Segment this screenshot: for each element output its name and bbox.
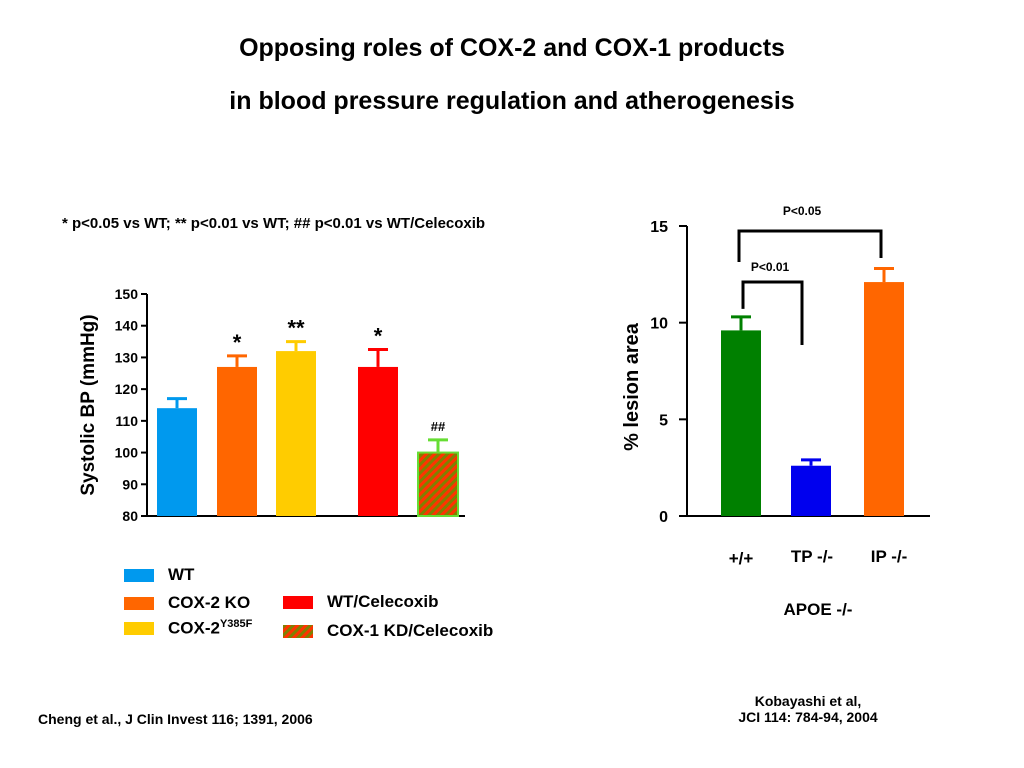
legend-label-cox2y-sup: Y385F [219, 618, 253, 630]
legend-item-cox2y: COX-2Y385F [124, 618, 252, 639]
bp-bar [217, 366, 257, 516]
lesion-comparison-bracket [737, 229, 883, 262]
reference-right-line-1: Kobayashi et al, [754, 693, 862, 709]
bp-y-tick-label: 140 [115, 318, 139, 334]
legend-item-cox2ko: COX-2 KO [124, 593, 250, 613]
legend-swatch-celecoxib [283, 595, 313, 609]
legend-item-wt: WT [124, 565, 194, 585]
legend-item-celecoxib: WT/Celecoxib [283, 592, 438, 612]
lesion-category-label: +/+ [729, 549, 754, 568]
bp-bar [157, 408, 197, 516]
lesion-category-label: TP -/- [791, 547, 833, 566]
bp-bar-chart: 80 90 100 110 120 130 140 150 Systolic BP (mmHg)… [78, 286, 465, 524]
bp-y-tick-label: 90 [122, 476, 138, 492]
legend-label-cox2y: COX-2Y385F [168, 618, 252, 639]
legend-item-cox1kd: COX-1 KD/Celecoxib [283, 621, 493, 641]
bp-y-tick-label: 120 [115, 381, 139, 397]
bp-significance-mark: * [374, 324, 383, 349]
lesion-y-tick-label: 10 [650, 316, 668, 333]
lesion-y-tick-label: 15 [650, 219, 668, 236]
legend-swatch-cox2ko [124, 596, 154, 610]
lesion-y-tick-label: 5 [659, 412, 668, 429]
lesion-y-axis-label: % lesion area [621, 322, 643, 451]
bp-bar [276, 351, 316, 516]
bp-bar [358, 366, 398, 516]
bp-significance-mark: ** [287, 316, 305, 341]
lesion-comparison-label: P<0.01 [751, 260, 790, 274]
title-line-2: in blood pressure regulation and atherog… [229, 87, 795, 115]
bp-significance-mark: ## [431, 419, 446, 434]
legend-swatch-cox1kd [283, 624, 313, 638]
legend-label-cox2y-base: COX-2 [168, 618, 220, 638]
lesion-bar [721, 330, 761, 516]
bp-y-tick-label: 110 [115, 413, 138, 429]
title-line-1: Opposing roles of COX-2 and COX-1 produc… [239, 34, 785, 62]
reference-right: Kobayashi et al, JCI 114: 784-94, 2004 [700, 693, 916, 725]
lesion-comparison-bracket [741, 280, 804, 345]
legend-label-wt: WT [168, 565, 195, 584]
bp-y-tick-label: 100 [115, 445, 139, 461]
bp-significance-mark: * [233, 330, 242, 355]
reference-right-line-2: JCI 114: 784-94, 2004 [738, 709, 878, 725]
lesion-y-tick-label: 0 [659, 509, 668, 526]
lesion-comparison-label: P<0.05 [783, 204, 822, 218]
lesion-category-label: IP -/- [871, 547, 908, 566]
legend-label-cox2ko: COX-2 KO [168, 593, 251, 612]
lesion-bar [864, 282, 904, 516]
bp-bar [417, 451, 459, 518]
bp-y-tick-label: 150 [115, 286, 139, 302]
bp-y-tick-label: 130 [115, 349, 139, 365]
bp-y-tick-label: 80 [122, 508, 138, 524]
lesion-bar-chart: 0 5 10 15 % lesion area +/+ TP -/- IP -/- APOE -… [621, 204, 930, 619]
bp-y-axis-label: Systolic BP (mmHg) [78, 314, 99, 495]
legend-swatch-cox2y [124, 621, 154, 635]
significance-note: * p<0.05 vs WT; ** p<0.01 vs WT; ## p<0.… [62, 215, 486, 232]
lesion-bar [791, 465, 831, 516]
legend-swatch-wt [124, 568, 154, 582]
reference-left: Cheng et al., J Clin Invest 116; 1391, 2… [38, 711, 313, 727]
legend-label-cox1kd: COX-1 KD/Celecoxib [327, 621, 494, 640]
legend-label-celecoxib: WT/Celecoxib [327, 592, 439, 611]
lesion-group-label: APOE -/- [784, 600, 853, 619]
